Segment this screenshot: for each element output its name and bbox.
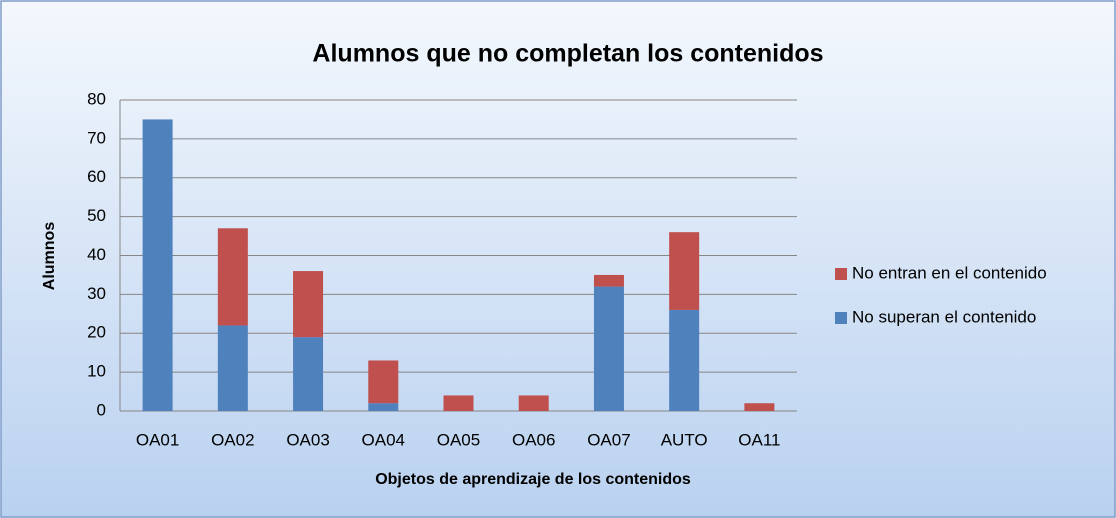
- bar-segment: [593, 286, 624, 411]
- bar-segment: [293, 271, 324, 338]
- y-tick-label: 0: [97, 400, 106, 419]
- x-axis-title: Objetos de aprendizaje de los contenidos: [375, 471, 691, 488]
- x-tick-label: OA03: [286, 430, 329, 449]
- bar-segment: [518, 395, 549, 411]
- bar-segment: [368, 403, 399, 411]
- bar-segment: [142, 119, 173, 411]
- y-tick-label: 80: [87, 89, 106, 108]
- bar-segment: [593, 274, 624, 287]
- y-tick-label: 50: [87, 206, 106, 225]
- x-tick-label: AUTO: [661, 430, 708, 449]
- bar-segment: [669, 232, 700, 310]
- x-tick-label: OA01: [136, 430, 179, 449]
- bar-segment: [669, 309, 700, 411]
- legend-label: No entran en el contenido: [852, 263, 1047, 282]
- bar-segment: [293, 337, 324, 411]
- y-tick-label: 20: [87, 323, 106, 342]
- bar-segment: [368, 360, 399, 404]
- y-tick-label: 30: [87, 284, 106, 303]
- legend-label: No superan el contenido: [852, 307, 1036, 326]
- x-tick-label: OA04: [362, 430, 405, 449]
- chart-title: Alumnos que no completan los contenidos: [312, 40, 823, 68]
- bar-segment: [744, 403, 775, 411]
- y-tick-label: 70: [87, 128, 106, 147]
- bar-segment: [443, 395, 474, 411]
- bar-segment: [217, 325, 248, 411]
- x-tick-label: OA07: [587, 430, 630, 449]
- y-tick-label: 60: [87, 167, 106, 186]
- y-tick-label: 40: [87, 245, 106, 264]
- bar-segment: [217, 228, 248, 326]
- legend-swatch: [835, 268, 847, 280]
- x-tick-label: OA06: [512, 430, 555, 449]
- x-tick-label: OA05: [437, 430, 480, 449]
- legend-swatch: [835, 312, 847, 324]
- y-tick-label: 10: [87, 362, 106, 381]
- x-tick-label: OA11: [738, 430, 780, 449]
- x-tick-label: OA02: [211, 430, 254, 449]
- y-axis-title: Alumnos: [41, 222, 58, 291]
